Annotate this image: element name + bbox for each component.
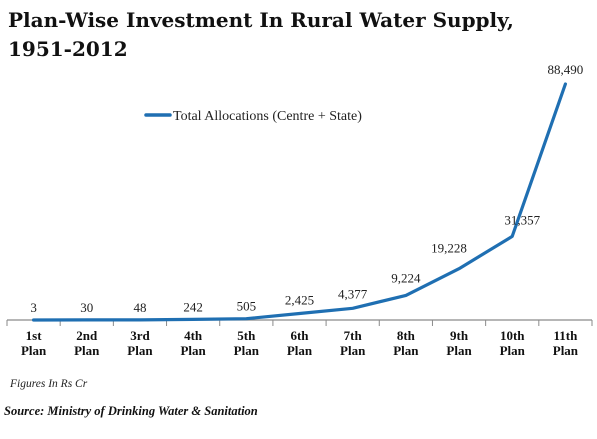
x-tick-label: 8th Plan <box>393 328 419 358</box>
data-label: 88,490 <box>548 62 584 77</box>
x-tick-label: 6th Plan <box>287 328 313 358</box>
x-tick-label: 5th Plan <box>234 328 260 358</box>
x-tick-label: 2nd Plan <box>74 328 100 358</box>
data-label: 48 <box>133 300 146 315</box>
legend-label: Total Allocations (Centre + State) <box>173 109 362 124</box>
x-tick-label: 11th Plan <box>553 328 579 358</box>
data-label: 9,224 <box>391 270 421 285</box>
chart-title: Plan-Wise Investment In Rural Water Supp… <box>8 8 514 61</box>
data-label: 505 <box>237 299 257 314</box>
x-tick-label: 7th Plan <box>340 328 366 358</box>
data-label: 2,425 <box>285 293 314 308</box>
x-tick-label: 9th Plan <box>446 328 472 358</box>
units-note: Figures In Rs Cr <box>10 378 88 390</box>
source-note: Source: Ministry of Drinking Water & San… <box>4 404 258 418</box>
x-tick-label: 4th Plan <box>180 328 206 358</box>
data-label: 31,357 <box>504 212 540 227</box>
data-label: 19,228 <box>431 241 467 256</box>
data-label: 3 <box>30 300 37 315</box>
data-label: 242 <box>183 299 203 314</box>
data-label: 4,377 <box>338 286 368 301</box>
x-tick-label: 3rd Plan <box>127 328 153 358</box>
x-tick-label: 10th Plan <box>500 328 526 358</box>
series-line <box>31 82 568 322</box>
x-tick-label: 1st Plan <box>21 328 47 358</box>
data-label: 30 <box>80 300 93 315</box>
